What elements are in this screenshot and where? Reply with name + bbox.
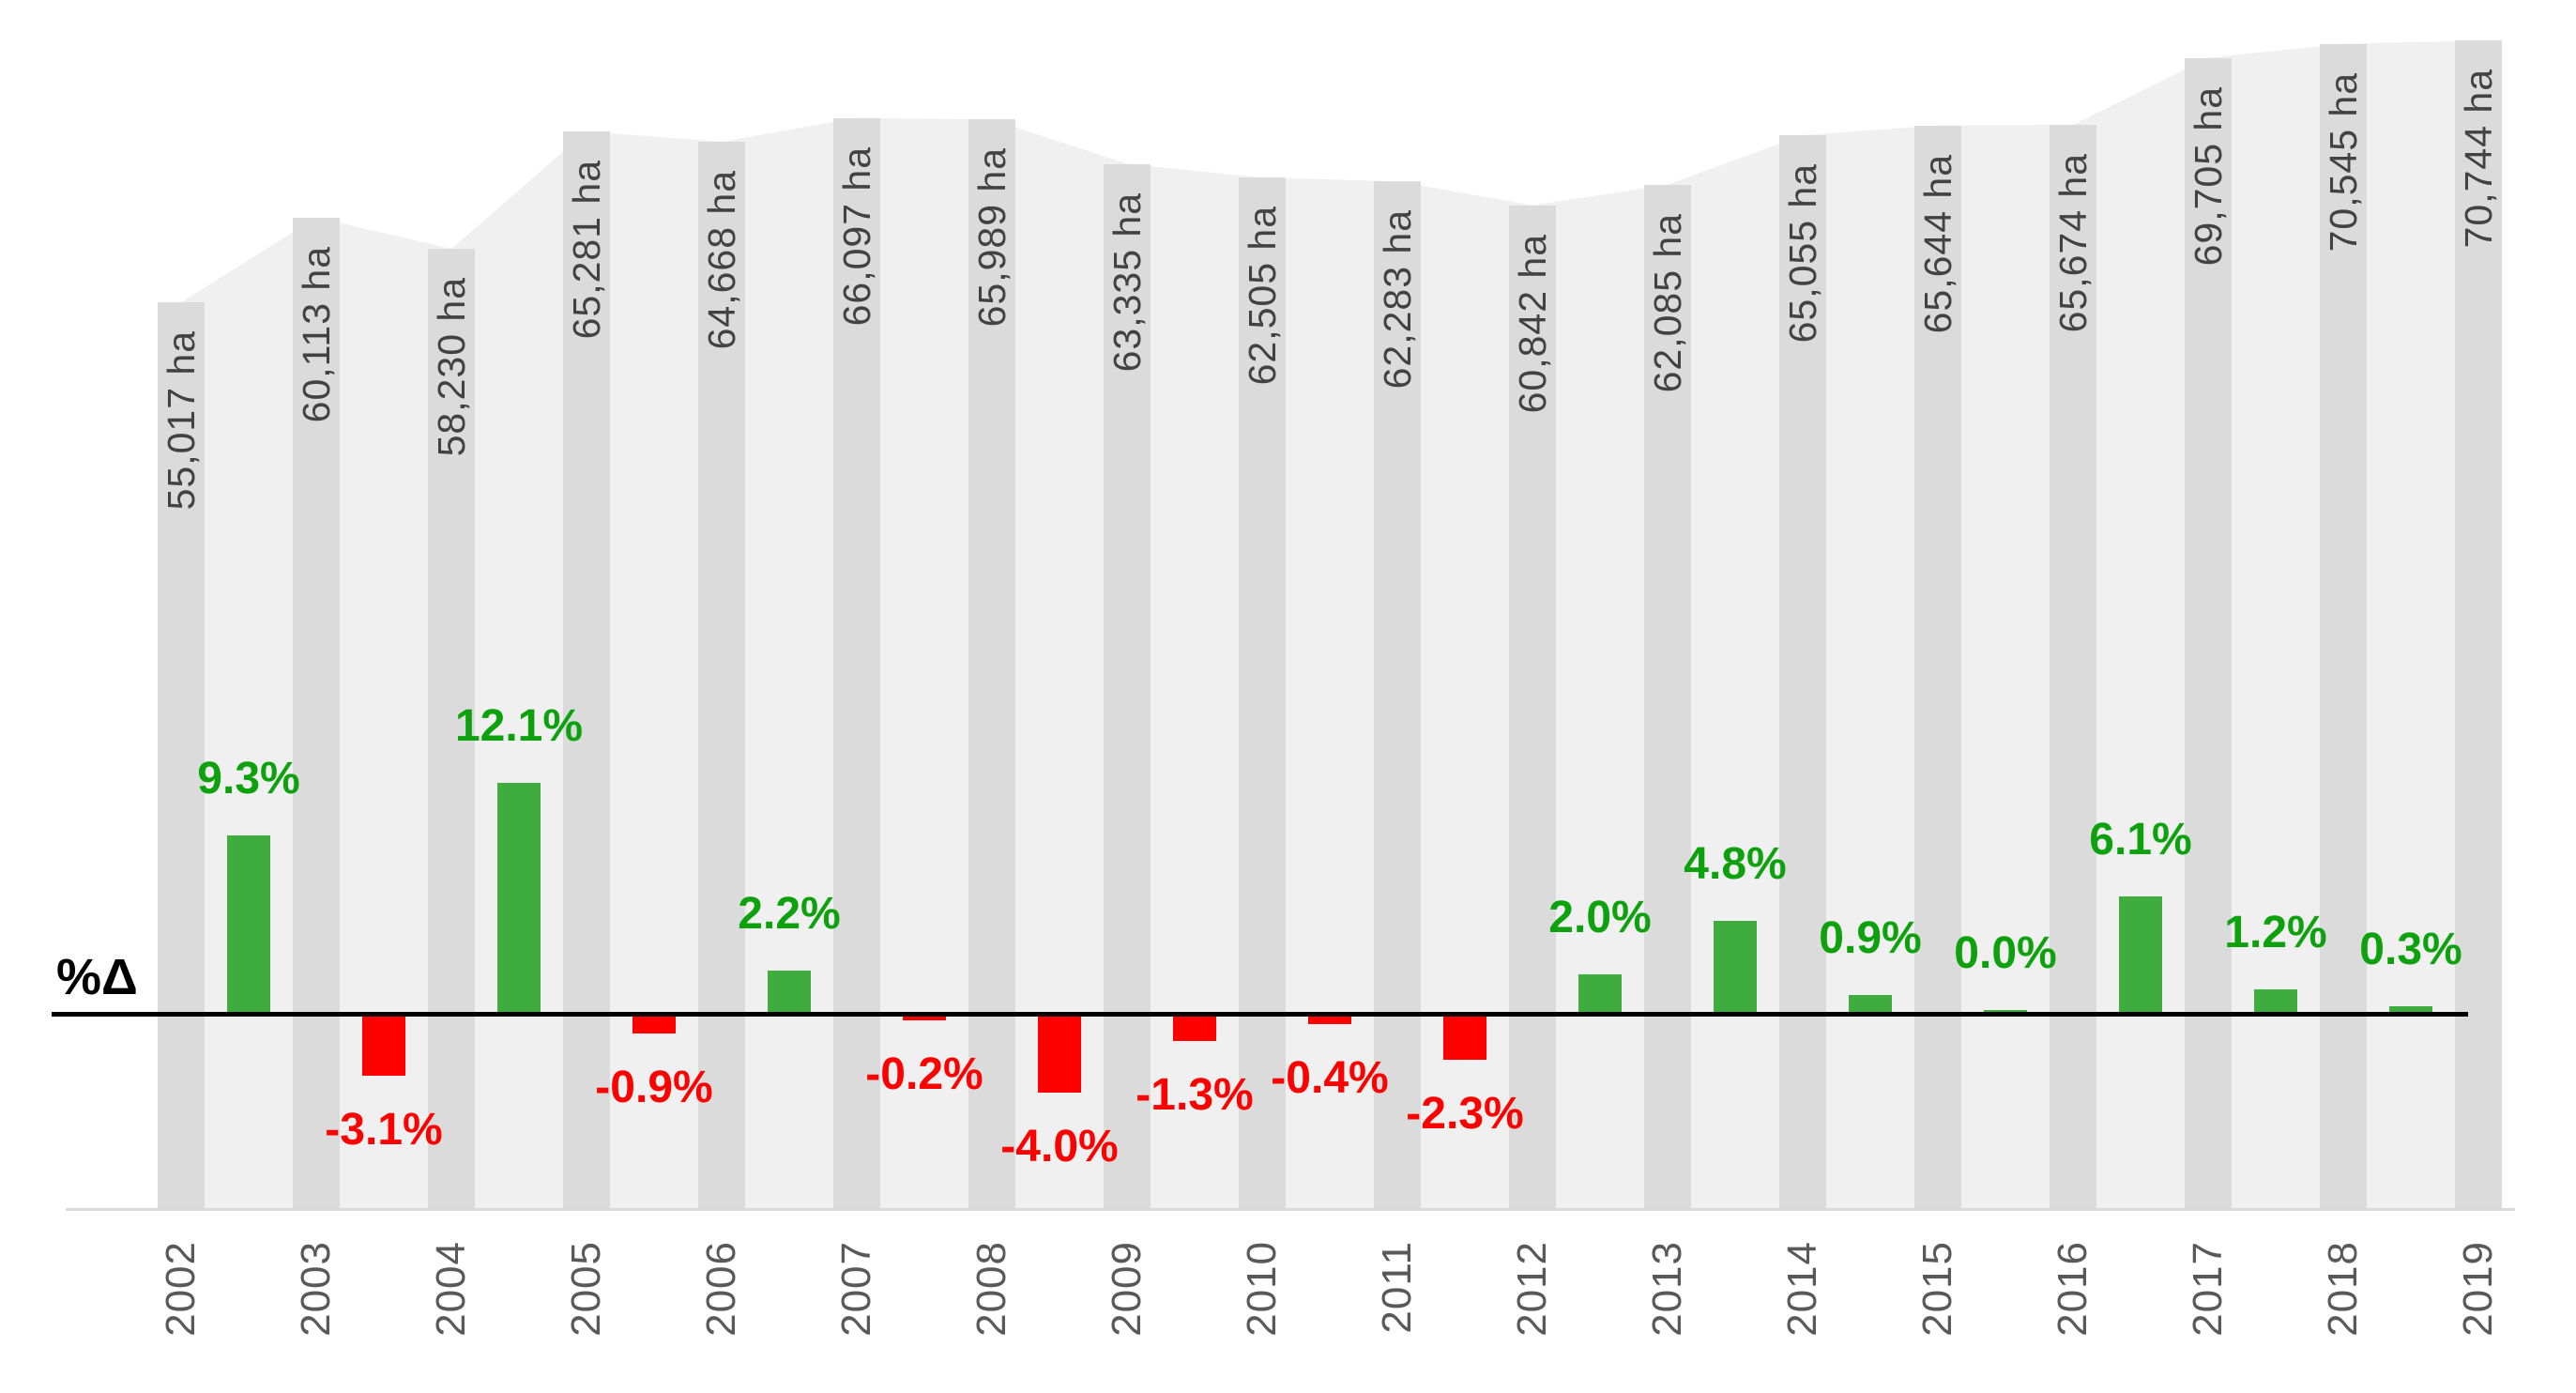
percent-change-bar-positive bbox=[1578, 973, 1622, 1012]
percent-change-bar-positive bbox=[227, 835, 270, 1012]
percent-change-bar-positive bbox=[2254, 988, 2297, 1012]
percent-delta-axis-label: %Δ bbox=[56, 949, 138, 1005]
hectare-value-label: 62,505 ha bbox=[1241, 206, 1284, 386]
percent-change-label: -4.0% bbox=[1000, 1121, 1119, 1171]
x-axis-year-label: 2011 bbox=[1374, 1241, 1420, 1334]
x-axis-year-label: 2012 bbox=[1509, 1241, 1555, 1337]
hectare-value-label: 63,335 ha bbox=[1105, 191, 1149, 372]
x-axis-year-label: 2006 bbox=[698, 1241, 744, 1337]
hectare-value-label: 60,113 ha bbox=[295, 245, 338, 422]
percent-change-label: -0.4% bbox=[1271, 1053, 1389, 1104]
percent-change-label: 0.3% bbox=[2359, 924, 2462, 974]
hectare-value-label: 65,674 ha bbox=[2051, 153, 2095, 333]
percent-change-label: 4.8% bbox=[1684, 839, 1787, 890]
percent-change-label: -2.3% bbox=[1406, 1089, 1524, 1140]
year-column bbox=[1914, 125, 1961, 1209]
hectare-value-label: 65,989 ha bbox=[970, 147, 1014, 328]
percent-change-bar-positive bbox=[497, 782, 541, 1012]
hectare-value-label: 64,668 ha bbox=[700, 169, 743, 350]
percent-change-label: 9.3% bbox=[197, 754, 300, 804]
year-column bbox=[1644, 184, 1691, 1209]
percent-change-label: 2.2% bbox=[738, 888, 841, 939]
x-axis-year-label: 2008 bbox=[968, 1241, 1014, 1337]
percent-change-label: 12.1% bbox=[454, 700, 584, 751]
percent-change-label: -0.9% bbox=[595, 1063, 713, 1113]
year-column bbox=[158, 302, 205, 1209]
percent-change-label: -0.2% bbox=[865, 1049, 983, 1100]
hectare-value-label: 62,283 ha bbox=[1376, 209, 1419, 390]
hectare-value-label: 58,230 ha bbox=[430, 277, 473, 457]
hectare-value-label: 62,085 ha bbox=[1646, 212, 1689, 393]
x-axis-year-label: 2016 bbox=[2050, 1241, 2096, 1337]
percent-change-bar-positive bbox=[768, 970, 811, 1012]
hectare-value-label: 65,644 ha bbox=[1916, 153, 1959, 333]
percent-change-bar-positive bbox=[1849, 994, 1892, 1012]
area-series-polygon bbox=[181, 40, 2478, 1210]
percent-change-label: 6.1% bbox=[2089, 814, 2192, 865]
x-axis-year-label: 2015 bbox=[1914, 1241, 1960, 1337]
x-axis-year-label: 2019 bbox=[2455, 1241, 2501, 1337]
percent-change-bar-positive bbox=[2119, 896, 2162, 1012]
year-column bbox=[2050, 125, 2096, 1209]
hectare-value-label: 70,545 ha bbox=[2322, 71, 2365, 253]
x-axis-year-label: 2004 bbox=[428, 1241, 474, 1337]
percent-change-bar-negative bbox=[1443, 1017, 1486, 1061]
percent-change-bar-positive bbox=[1714, 921, 1757, 1012]
percent-change-bar-negative bbox=[1308, 1017, 1351, 1025]
year-column bbox=[1104, 163, 1151, 1209]
x-axis-year-label: 2007 bbox=[833, 1241, 879, 1337]
hectare-value-label: 66,097 ha bbox=[835, 145, 878, 326]
x-axis-year-label: 2003 bbox=[293, 1241, 339, 1337]
year-column bbox=[1239, 177, 1286, 1209]
x-axis-year-label: 2009 bbox=[1104, 1241, 1150, 1337]
x-axis-year-label: 2014 bbox=[1779, 1241, 1825, 1337]
hectare-value-label: 65,055 ha bbox=[1781, 163, 1824, 344]
year-column bbox=[1374, 181, 1421, 1209]
hectare-value-label: 69,705 ha bbox=[2187, 85, 2230, 266]
percent-change-label: -3.1% bbox=[325, 1104, 443, 1155]
percent-change-bar-negative bbox=[362, 1017, 405, 1076]
baseline-axis-line bbox=[66, 1208, 2515, 1211]
x-axis-year-label: 2002 bbox=[158, 1241, 204, 1337]
percent-change-bar-negative bbox=[903, 1017, 946, 1021]
percent-change-label: 0.0% bbox=[1954, 928, 2057, 978]
hectare-value-label: 60,842 ha bbox=[1511, 233, 1554, 414]
year-column bbox=[1509, 205, 1556, 1209]
hectare-value-label: 70,744 ha bbox=[2457, 69, 2500, 249]
zero-axis-line bbox=[52, 1012, 2468, 1017]
percent-change-label: 1.2% bbox=[2224, 907, 2327, 957]
year-column bbox=[2185, 57, 2232, 1209]
x-axis-year-label: 2013 bbox=[1644, 1241, 1690, 1337]
percent-change-bar-positive bbox=[1984, 1010, 2027, 1012]
percent-change-bar-positive bbox=[2389, 1005, 2432, 1012]
year-column bbox=[698, 141, 745, 1209]
x-axis-year-label: 2017 bbox=[2185, 1241, 2231, 1337]
hectare-value-label: 65,281 ha bbox=[565, 160, 608, 340]
x-axis-year-label: 2010 bbox=[1239, 1241, 1285, 1337]
percent-change-label: -1.3% bbox=[1136, 1070, 1254, 1121]
year-column bbox=[833, 117, 880, 1209]
year-column bbox=[428, 249, 475, 1209]
percent-change-bar-negative bbox=[1173, 1017, 1216, 1042]
year-column bbox=[563, 131, 610, 1209]
year-column bbox=[968, 119, 1015, 1209]
percent-change-label: 2.0% bbox=[1548, 892, 1652, 942]
year-column bbox=[1779, 135, 1826, 1209]
hectare-value-label: 55,017 ha bbox=[160, 330, 203, 511]
x-axis-year-label: 2018 bbox=[2320, 1241, 2366, 1337]
x-axis-year-label: 2005 bbox=[563, 1241, 609, 1337]
percent-change-bar-negative bbox=[1038, 1017, 1081, 1093]
percent-change-label: 0.9% bbox=[1819, 912, 1922, 963]
percent-change-bar-negative bbox=[633, 1017, 676, 1034]
year-column bbox=[293, 217, 340, 1209]
